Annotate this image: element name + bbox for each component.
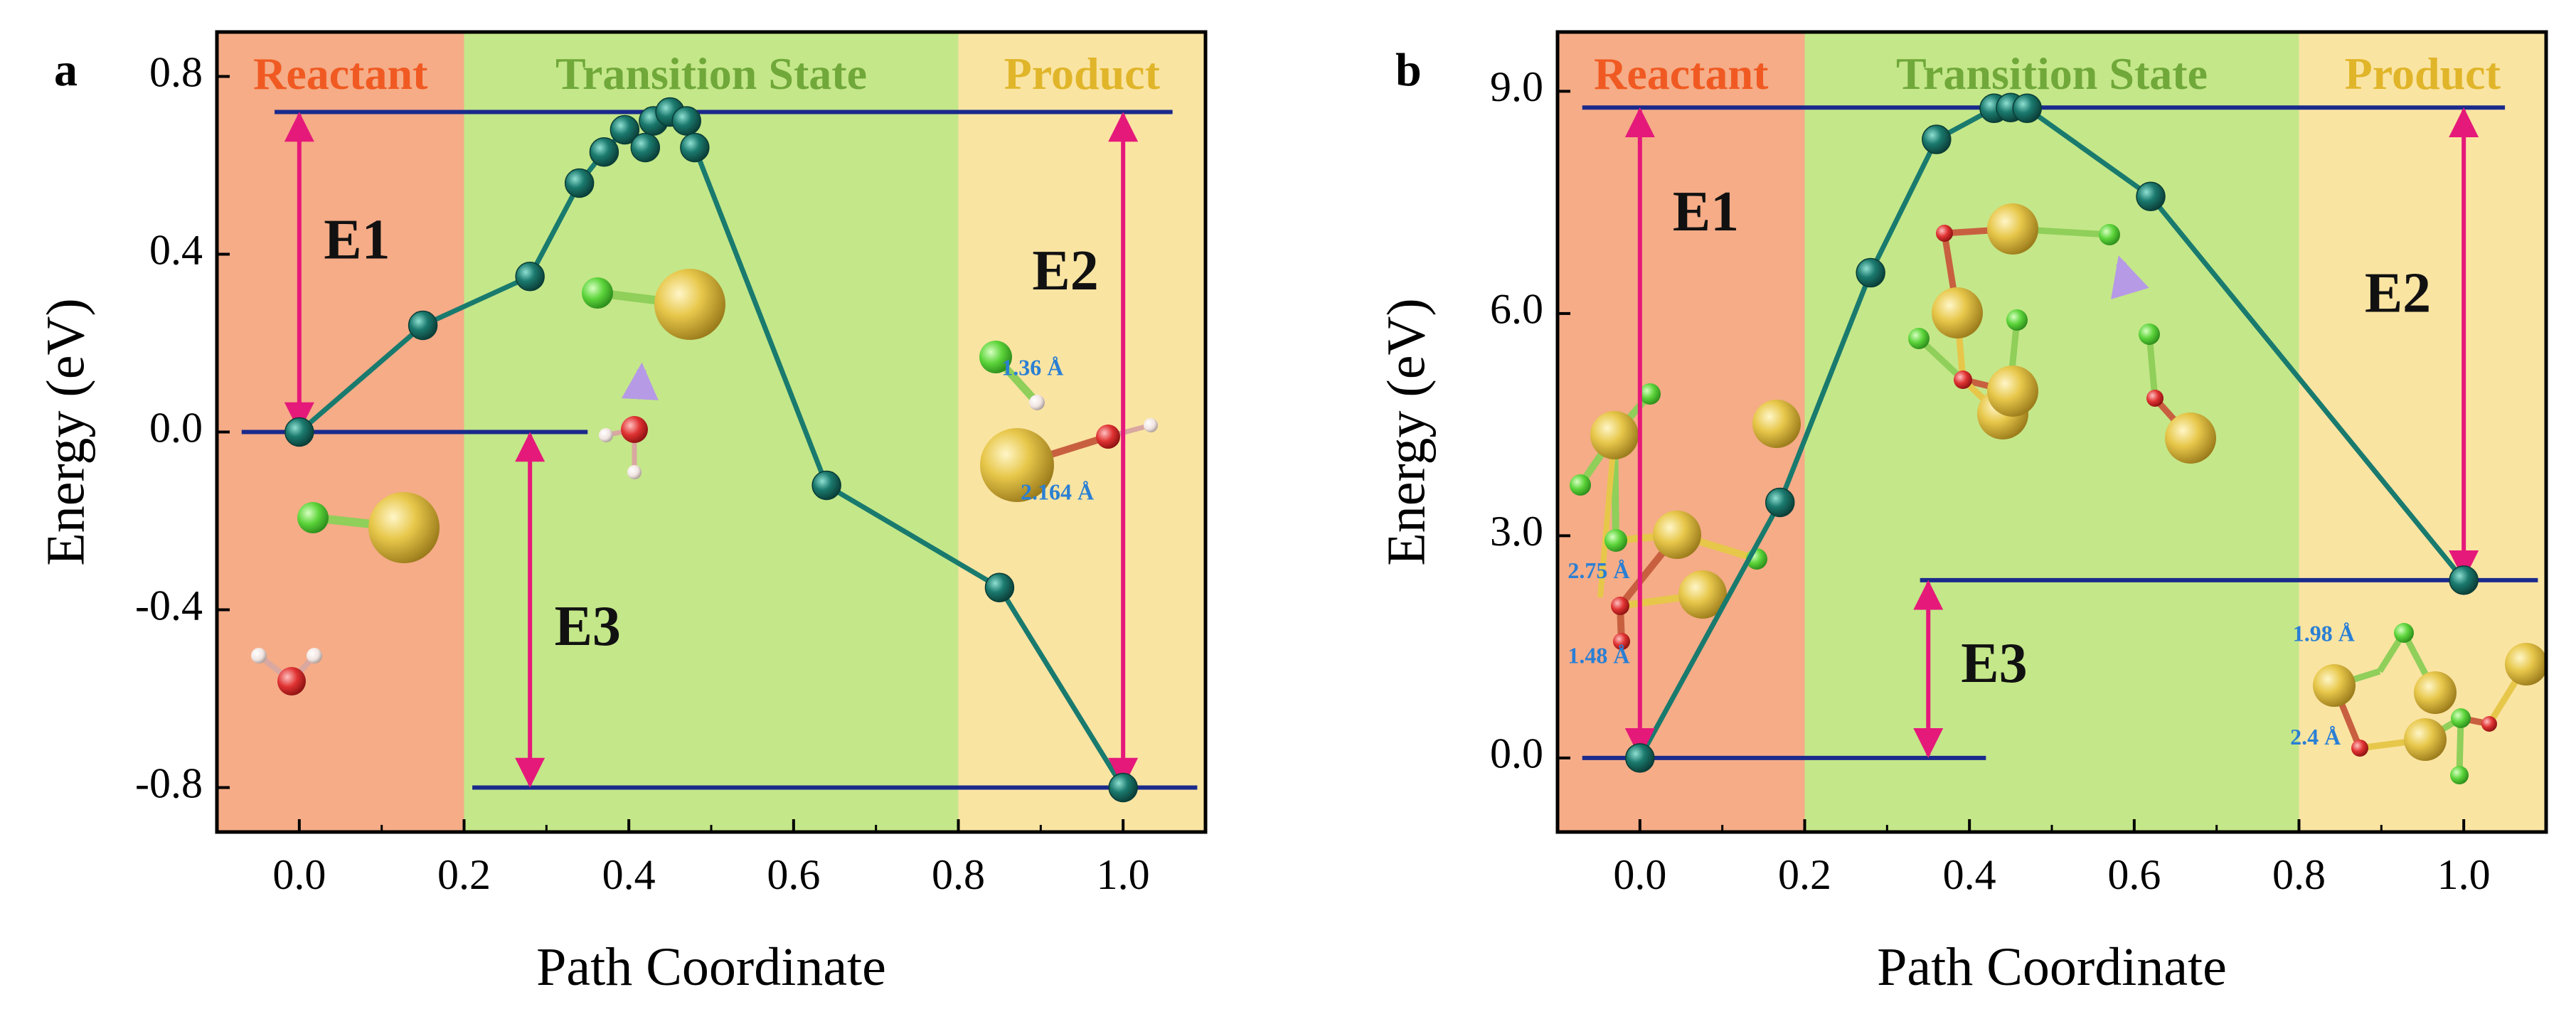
energy-labels-b: E1 E2 E3: [1673, 181, 2431, 695]
x-axis-title: Path Coordinate: [536, 937, 886, 997]
cl-au-molecule-icon: [297, 492, 440, 563]
region-bg-product: [958, 32, 1205, 832]
transition-cluster-b-icon: [1908, 203, 2216, 464]
x-tick-label: 0.6: [2107, 851, 2161, 898]
y-tick-label: 0.4: [149, 226, 203, 273]
data-points-a: [284, 97, 1138, 803]
region-label-transition-state: Transition State: [555, 48, 867, 99]
data-point: [1765, 487, 1795, 518]
region-labels-a: Reactant Transition State Product: [253, 48, 1160, 99]
data-point: [515, 262, 545, 292]
region-label-product: Product: [1004, 48, 1161, 99]
x-tick-label: 0.8: [2272, 851, 2326, 898]
data-point: [1625, 743, 1655, 773]
bond-length-label: 2.75 Å: [1568, 558, 1629, 583]
bond-labels-a: 1.36 Å 2.164 Å: [1001, 354, 1094, 504]
data-point: [564, 168, 595, 198]
energy-arrows-a: [284, 112, 1139, 788]
energy-label-e1: E1: [1673, 181, 1739, 243]
x-tick-label: 0.8: [932, 851, 985, 898]
data-point: [680, 132, 710, 163]
data-point: [2449, 565, 2479, 595]
bond-length-label: 1.48 Å: [1568, 643, 1629, 668]
data-point: [1922, 124, 1952, 154]
y-tick-label: 0.0: [149, 404, 203, 451]
y-tick-label: 9.0: [1490, 63, 1543, 110]
data-point: [610, 114, 640, 145]
x-tick-label: 0.0: [1613, 851, 1666, 898]
panel-a: Reactant Transition State Product E1 E2 E3 1…: [36, 30, 1208, 997]
y-tick-label: -0.4: [135, 582, 203, 629]
data-point: [408, 310, 438, 341]
energy-label-e2: E2: [1032, 240, 1098, 302]
region-label-reactant: Reactant: [1594, 48, 1769, 99]
energy-label-e3: E3: [1961, 632, 2027, 695]
data-point: [811, 470, 841, 501]
ts-water-molecule-icon: [599, 362, 659, 479]
molecules-b: [1570, 203, 2548, 784]
x-tick-label: 1.0: [1097, 851, 1150, 898]
region-bg-transition-state: [1804, 32, 2299, 832]
energy-label-e3: E3: [555, 595, 621, 658]
energy-label-e2: E2: [2365, 262, 2431, 324]
x-axis-title: Path Coordinate: [1877, 937, 2227, 997]
axes-a: 0.0 0.2 0.4 0.6 0.8 1.0 0.8 0.4 0.0 -0.4 -0.8 Path …: [36, 30, 1208, 997]
bond-length-label: 2.164 Å: [1021, 479, 1094, 504]
energy-labels-a: E1 E2 E3: [324, 208, 1099, 658]
data-point: [671, 106, 701, 136]
product-cluster-b-icon: [2313, 623, 2548, 784]
energy-label-e1: E1: [324, 208, 390, 271]
panel-b: Reactant Transition State Product E1 E2 E3 2…: [1376, 30, 2548, 997]
data-points-b: [1625, 92, 2479, 773]
region-backgrounds-a: [217, 32, 1205, 832]
x-tick-label: 0.2: [1778, 851, 1831, 898]
ts-cl-au-molecule-icon: [582, 269, 725, 340]
x-tick-label: 0.6: [767, 851, 820, 898]
x-tick-label: 0.4: [602, 851, 656, 898]
data-point: [284, 417, 314, 447]
region-backgrounds-b: [1558, 32, 2546, 832]
x-tick-label: 0.0: [272, 851, 326, 898]
data-point: [984, 572, 1015, 602]
water-molecule-icon: [251, 648, 322, 695]
bond-length-label: 1.98 Å: [2293, 620, 2355, 646]
energy-arrows-b: [1624, 107, 2479, 759]
y-tick-label: 0.8: [149, 48, 203, 95]
data-point: [589, 137, 619, 167]
region-bg-product: [2299, 32, 2546, 832]
data-point: [2136, 181, 2166, 211]
y-axis-title: Energy (eV): [36, 298, 95, 565]
data-point: [2012, 93, 2042, 124]
y-tick-label: 3.0: [1490, 508, 1543, 555]
bond-length-label: 2.4 Å: [2290, 724, 2341, 750]
y-tick-label: -0.8: [135, 759, 203, 806]
panel-letter-a: a: [54, 44, 78, 96]
region-labels-b: Reactant Transition State Product: [1594, 48, 2501, 99]
x-tick-label: 0.4: [1943, 851, 1996, 898]
region-label-transition-state: Transition State: [1896, 48, 2208, 99]
y-axis-title: Energy (eV): [1376, 298, 1436, 565]
panel-letter-b: b: [1395, 44, 1422, 96]
bond-length-label: 1.36 Å: [1001, 354, 1063, 380]
y-tick-label: 0.0: [1490, 730, 1543, 777]
data-point: [1108, 772, 1138, 803]
y-tick-label: 6.0: [1490, 286, 1543, 333]
region-label-reactant: Reactant: [253, 48, 428, 99]
reactant-cluster-b-icon: [1570, 383, 1801, 650]
bond-labels-b: 2.75 Å 1.48 Å 1.98 Å 2.4 Å: [1568, 558, 2354, 750]
x-tick-label: 1.0: [2437, 851, 2491, 898]
data-point: [1856, 257, 1885, 288]
region-label-product: Product: [2345, 48, 2501, 99]
data-point: [630, 132, 661, 163]
x-tick-label: 0.2: [437, 851, 491, 898]
axes-b: 0.0 0.2 0.4 0.6 0.8 1.0 9.0 6.0 3.0 0.0 Path Coord…: [1376, 30, 2548, 997]
